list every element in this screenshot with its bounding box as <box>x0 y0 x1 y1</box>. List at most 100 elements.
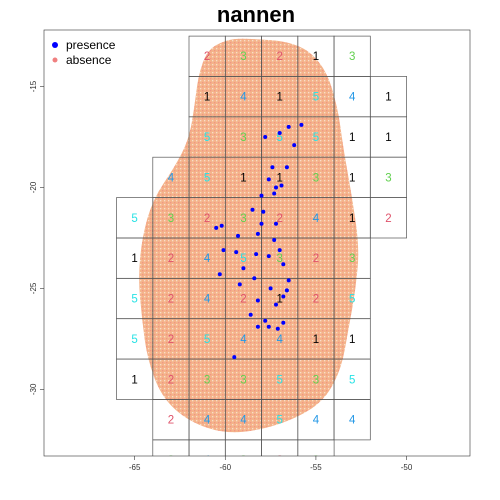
grid-cell-label: 5 <box>131 334 137 346</box>
presence-point <box>287 278 291 282</box>
presence-point <box>278 131 282 135</box>
grid-cell-label: 2 <box>276 51 282 63</box>
grid-cell-label: 3 <box>204 374 210 386</box>
grid-cell-label: 2 <box>168 415 174 427</box>
grid-cell-label: 2 <box>204 213 210 225</box>
x-axis: -65 -60 -55 -50 <box>129 456 413 472</box>
grid-cell-label: 5 <box>204 172 210 184</box>
grid-cell-label: 3 <box>349 51 355 63</box>
grid-cell-label: 3 <box>313 374 319 386</box>
y-tick-label: -20 <box>29 181 38 193</box>
presence-point <box>218 272 222 276</box>
grid-cell-label: 1 <box>204 92 210 104</box>
presence-point <box>256 325 260 329</box>
grid-cell-label: 3 <box>240 455 246 467</box>
grid-cell-label: 4 <box>349 415 356 427</box>
grid-cell-label: 4 <box>313 213 320 225</box>
grid-cell-label: 3 <box>313 172 319 184</box>
presence-point <box>274 303 278 307</box>
legend-absence-marker <box>53 58 58 63</box>
grid-cell-label: 1 <box>385 92 391 104</box>
grid-cell <box>153 440 189 480</box>
legend-presence-marker <box>52 42 58 48</box>
presence-point <box>285 165 289 169</box>
grid-cell-label: 3 <box>349 253 355 265</box>
presence-point <box>270 165 274 169</box>
grid-cell-label: 4 <box>168 172 175 184</box>
presence-point <box>281 262 285 266</box>
grid-cell <box>225 440 261 480</box>
y-tick-label: -15 <box>29 80 38 92</box>
grid-cell <box>225 480 261 500</box>
legend-presence-label: presence <box>66 38 116 52</box>
grid-cell-label: 4 <box>240 415 247 427</box>
presence-point <box>263 135 267 139</box>
presence-point <box>278 248 282 252</box>
grid-cell-label: 4 <box>240 92 247 104</box>
grid-cell <box>262 480 298 500</box>
grid-cell-label: 1 <box>349 132 355 144</box>
presence-point <box>269 286 273 290</box>
presence-point <box>220 224 224 228</box>
grid-cell-label: 1 <box>131 374 137 386</box>
presence-point <box>285 288 289 292</box>
presence-point <box>292 143 296 147</box>
presence-point <box>287 125 291 129</box>
presence-point <box>263 319 267 323</box>
presence-point <box>260 222 264 226</box>
grid-cell-label: 3 <box>168 213 174 225</box>
presence-point <box>267 254 271 258</box>
plot-area: 2 3 2 1 31 4 1 5 4 15 3 5 5 1 14 5 1 1 3 1 35 3 2 3 2 4 1 21 2 4 5 3 2 35… <box>117 36 407 500</box>
grid-cell-label: 2 <box>313 294 319 306</box>
grid-cell <box>189 480 225 500</box>
grid-cell-label: 4 <box>204 455 211 467</box>
y-tick-label: -30 <box>29 383 38 395</box>
presence-point <box>274 222 278 226</box>
grid-cell-label: 2 <box>204 51 210 63</box>
grid-cell-label: 5 <box>204 334 210 346</box>
grid-cell-label: 5 <box>313 132 319 144</box>
presence-point <box>260 194 264 198</box>
grid-cell-label: 2 <box>168 374 174 386</box>
grid-cell-label: 5 <box>131 213 137 225</box>
grid-cell-label: 5 <box>240 253 246 265</box>
presence-point <box>232 355 236 359</box>
presence-point <box>272 192 276 196</box>
grid-cell-label: 4 <box>240 334 247 346</box>
grid-cell-label: 5 <box>204 132 210 144</box>
y-tick-label: -25 <box>29 282 38 294</box>
grid-cell-label: 2 <box>168 253 174 265</box>
grid-cell-label: 3 <box>240 132 246 144</box>
absence-texture <box>139 39 358 433</box>
grid-cell-label: 3 <box>168 455 174 467</box>
grid-cell-label: 3 <box>240 51 246 63</box>
legend-absence-label: absence <box>66 53 112 67</box>
grid-cell-label: 3 <box>240 213 246 225</box>
presence-point <box>214 226 218 230</box>
grid-cell-label: 3 <box>240 374 246 386</box>
grid-cell-label: 2 <box>313 253 319 265</box>
grid-cell-label: 1 <box>276 92 282 104</box>
grid-cell-label: 4 <box>313 415 320 427</box>
grid-cell-label: 5 <box>349 294 355 306</box>
grid-cell-label: 5 <box>276 415 282 427</box>
grid-cell-label: 1 <box>313 334 319 346</box>
grid-cell-label: 2 <box>385 213 391 225</box>
presence-point <box>267 177 271 181</box>
grid-cell-label: 4 <box>204 253 211 265</box>
presence-point <box>252 276 256 280</box>
x-tick-label: -50 <box>401 463 413 472</box>
grid-cell-label: 2 <box>168 294 174 306</box>
legend: presence absence <box>52 38 116 67</box>
grid-cell-label: 2 <box>240 495 246 500</box>
grid-cell-label: 1 <box>349 213 355 225</box>
grid-cell <box>189 440 225 480</box>
x-tick-label: -65 <box>129 463 141 472</box>
grid-cell-label: 4 <box>349 92 356 104</box>
presence-point <box>241 266 245 270</box>
grid-cell-label: 2 <box>276 455 282 467</box>
grid-cell-label: 2 <box>168 334 174 346</box>
x-tick-label: -55 <box>310 463 322 472</box>
x-tick-label: -60 <box>219 463 231 472</box>
